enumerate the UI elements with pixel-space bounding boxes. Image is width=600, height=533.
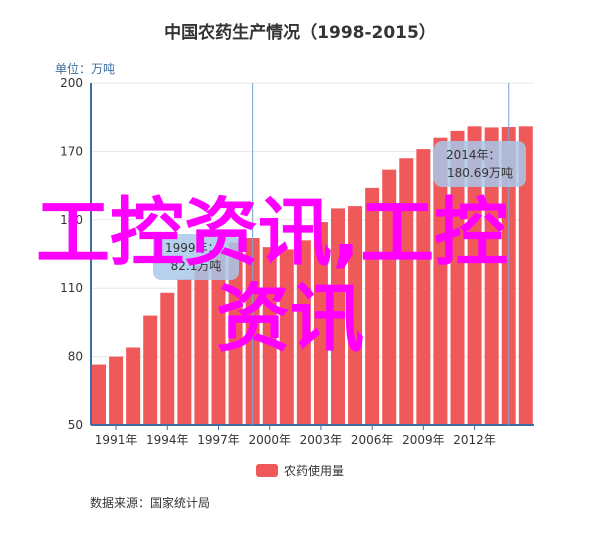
data-source: 数据来源：国家统计局 bbox=[90, 496, 211, 510]
y-axis-unit-label: 单位：万吨 bbox=[55, 62, 116, 76]
tooltip-value: 82.1万吨 bbox=[171, 259, 222, 273]
y-tick-label: 110 bbox=[60, 281, 83, 295]
bar bbox=[211, 254, 226, 425]
x-tick-label: 1997年 bbox=[197, 433, 240, 447]
x-tick-label: 2012年 bbox=[453, 433, 496, 447]
bar bbox=[296, 240, 311, 425]
bar bbox=[399, 158, 414, 426]
legend-label: 农药使用量 bbox=[283, 464, 344, 478]
x-tick-label: 2009年 bbox=[402, 433, 445, 447]
tooltip-box bbox=[153, 234, 239, 280]
y-tick-label: 140 bbox=[60, 213, 83, 227]
y-tick-label: 80 bbox=[68, 350, 83, 364]
x-tick-label: 1994年 bbox=[146, 433, 189, 447]
watermark-line-1: 工控资讯,工控 bbox=[36, 190, 509, 276]
bar bbox=[143, 315, 158, 425]
tooltip-year: 1999年： bbox=[165, 241, 220, 255]
bar bbox=[416, 149, 431, 425]
y-tick-label: 200 bbox=[60, 76, 83, 90]
bar bbox=[450, 130, 465, 425]
bar bbox=[433, 137, 448, 425]
legend[interactable]: 农药使用量 bbox=[0, 462, 600, 479]
y-tick-label: 50 bbox=[68, 418, 83, 432]
bar bbox=[313, 222, 328, 425]
bar bbox=[279, 249, 294, 425]
tooltip-year: 2014年： bbox=[446, 148, 501, 162]
bar bbox=[92, 364, 106, 425]
x-tick-label: 2003年 bbox=[300, 433, 343, 447]
bar bbox=[467, 126, 482, 425]
bar bbox=[330, 208, 345, 425]
bar bbox=[160, 292, 175, 425]
x-tick-label: 2006年 bbox=[351, 433, 394, 447]
tooltip-box bbox=[434, 141, 526, 187]
bar bbox=[484, 127, 499, 426]
watermark-line-2: 资讯 bbox=[216, 276, 364, 362]
bar bbox=[518, 126, 533, 425]
bar bbox=[365, 187, 380, 425]
y-tick-label: 170 bbox=[60, 144, 83, 158]
chart-title: 中国农药生产情况（1998-2015） bbox=[164, 23, 436, 43]
x-tick-label: 1991年 bbox=[95, 433, 138, 447]
bar bbox=[109, 356, 124, 425]
bar bbox=[177, 279, 192, 425]
bar bbox=[262, 247, 277, 425]
tooltip-value: 180.69万吨 bbox=[447, 166, 513, 180]
bar bbox=[194, 265, 209, 425]
bar bbox=[228, 242, 243, 425]
bar bbox=[348, 206, 363, 425]
bar bbox=[382, 169, 397, 425]
legend-swatch bbox=[255, 464, 278, 477]
bar bbox=[126, 347, 141, 425]
x-tick-label: 2000年 bbox=[248, 433, 291, 447]
